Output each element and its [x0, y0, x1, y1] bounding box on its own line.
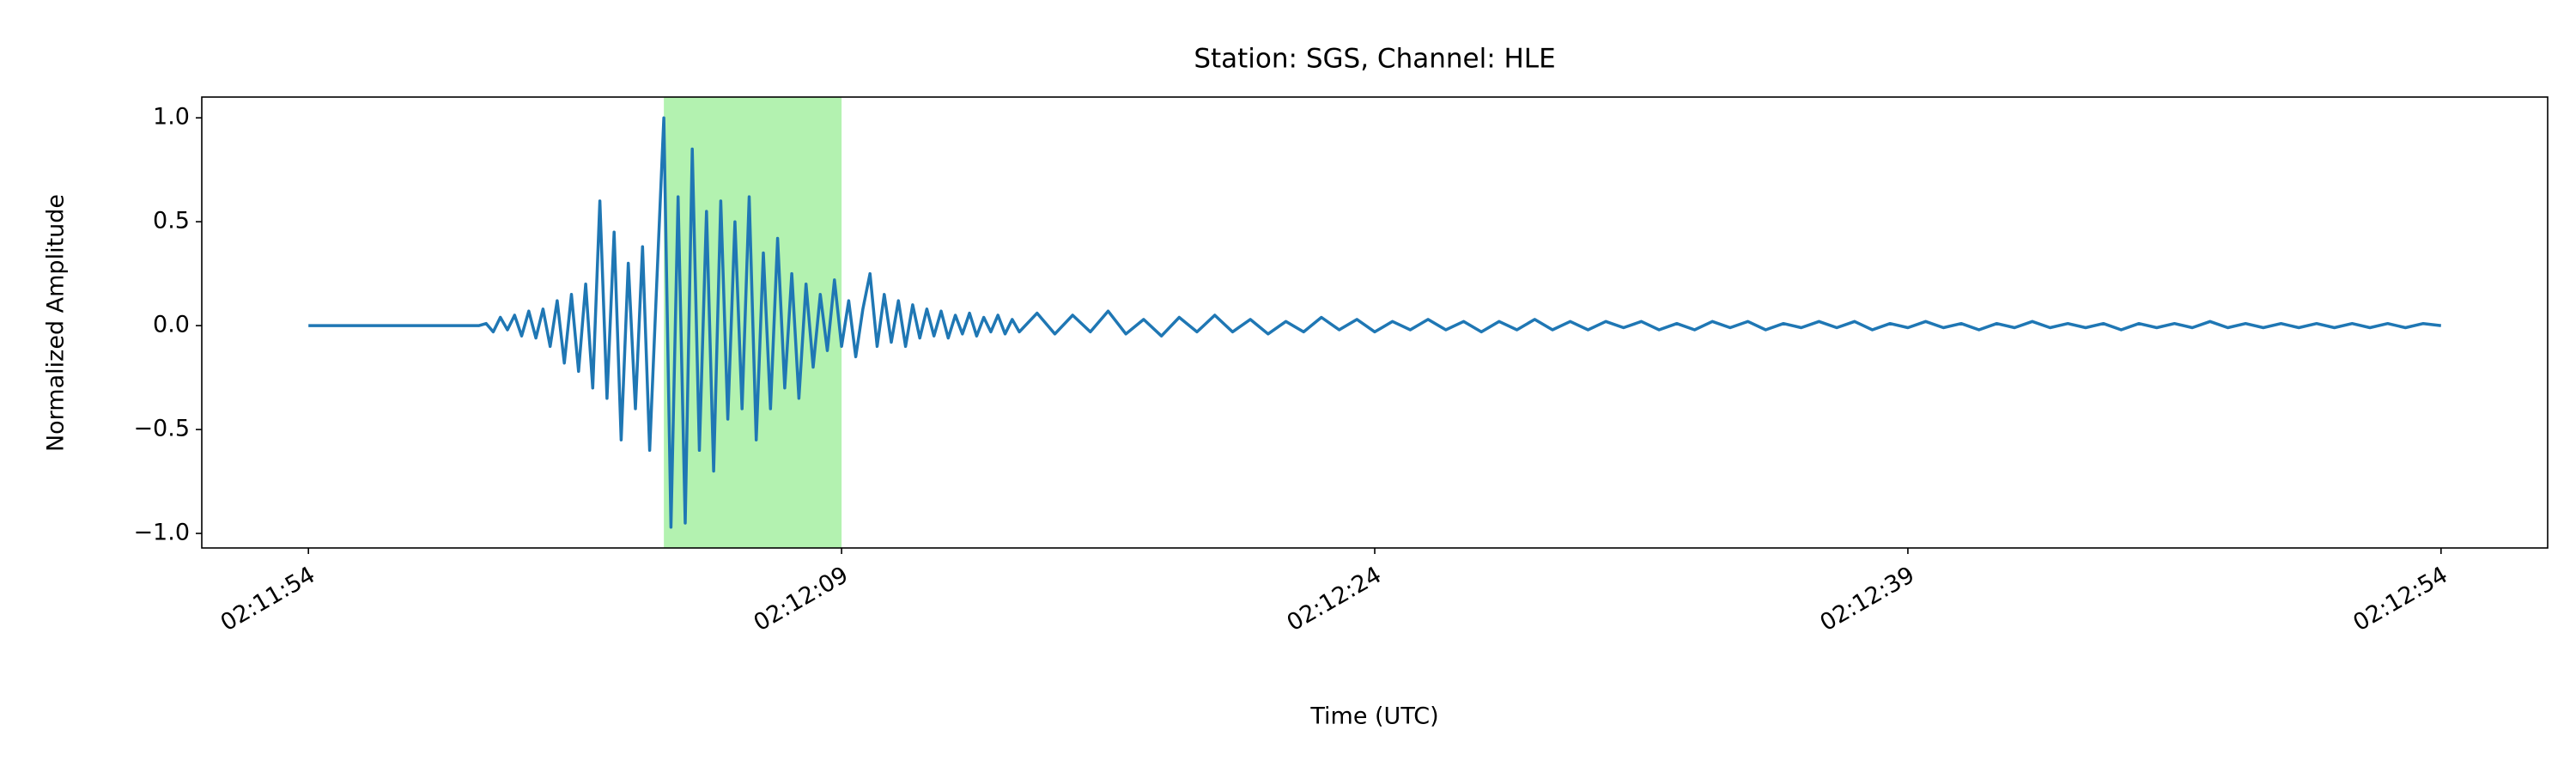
y-tick-label: −0.5: [133, 416, 190, 442]
y-tick-label: 0.0: [153, 312, 190, 338]
waveform: [308, 116, 2442, 529]
x-tick-label: 02:11:54: [216, 562, 320, 636]
y-tick-label: 0.5: [153, 208, 190, 234]
x-tick-label: 02:12:09: [750, 562, 854, 636]
plot-frame: [201, 96, 2549, 549]
x-tick-label: 02:12:54: [2348, 562, 2452, 636]
y-tick-label: 1.0: [153, 104, 190, 131]
chart-title: Station: SGS, Channel: HLE: [1194, 44, 1555, 75]
x-tick-label: 02:12:24: [1283, 562, 1387, 636]
x-axis-label: Time (UTC): [1309, 703, 1438, 730]
y-axis-label: Normalized Amplitude: [43, 194, 70, 452]
x-tick-label: 02:12:39: [1815, 562, 1919, 636]
y-tick-label: −1.0: [133, 520, 190, 546]
